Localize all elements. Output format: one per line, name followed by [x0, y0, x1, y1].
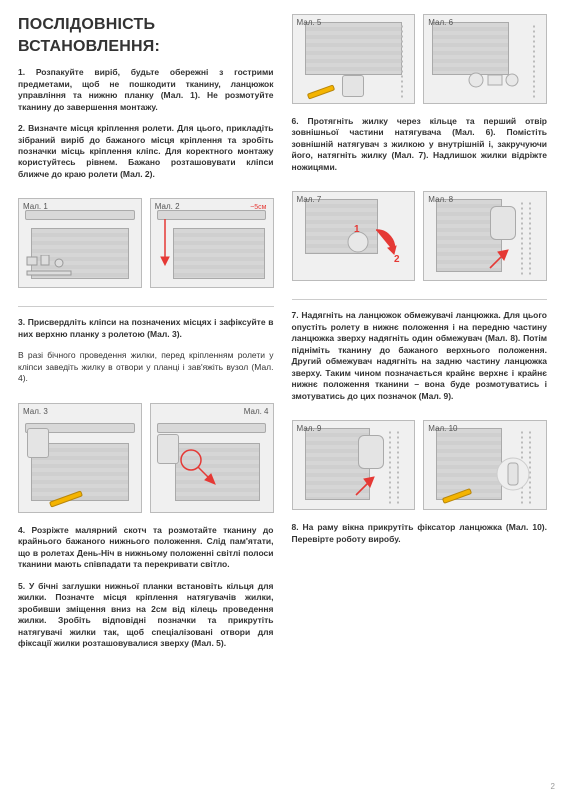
- figs-9-10: Мал. 9 Мал. 10: [292, 420, 548, 510]
- fig-caption: Мал. 5: [297, 18, 322, 29]
- figure-9: Мал. 9: [292, 420, 416, 510]
- step-3b: В разі бічного проведення жилки, перед к…: [18, 350, 274, 384]
- fig-caption: Мал. 1: [23, 202, 48, 213]
- figure-6: Мал. 6: [423, 14, 547, 104]
- fig-caption: Мал. 9: [297, 424, 322, 435]
- step-7: 7. Надягніть на ланцюжок обмежувачі ланц…: [292, 310, 548, 402]
- figs-3-4: Мал. 3 Мал. 4: [18, 403, 274, 513]
- step-1: 1. Розпакуйте виріб, будьте обережні з г…: [18, 67, 274, 113]
- figure-10: Мал. 10: [423, 420, 547, 510]
- page-number: 2: [551, 782, 555, 793]
- figure-8: Мал. 8: [423, 191, 547, 281]
- page-title: ПОСЛІДОВНІСТЬ ВСТАНОВЛЕННЯ:: [18, 14, 274, 57]
- figure-1: Мал. 1: [18, 198, 142, 288]
- divider: [18, 306, 274, 307]
- fig-caption: Мал. 4: [244, 407, 269, 418]
- svg-text:1: 1: [354, 224, 360, 235]
- figure-4: Мал. 4: [150, 403, 274, 513]
- step-2: 2. Визначте місця кріплення ролети. Для …: [18, 123, 274, 180]
- left-column: ПОСЛІДОВНІСТЬ ВСТАНОВЛЕННЯ: 1. Розпакуйт…: [18, 14, 274, 781]
- fig-caption: Мал. 2: [155, 202, 180, 213]
- step-4: 4. Розріжте малярний скотч та розмотайте…: [18, 525, 274, 571]
- figs-7-8: Мал. 7 1 2 Мал. 8: [292, 191, 548, 281]
- step-6: 6. Протягніть жилку через кільце та перш…: [292, 116, 548, 173]
- figure-5: Мал. 5: [292, 14, 416, 104]
- fig-caption: Мал. 3: [23, 407, 48, 418]
- figure-2: Мал. 2 ~5см: [150, 198, 274, 288]
- figure-3: Мал. 3: [18, 403, 142, 513]
- fig-caption: Мал. 7: [297, 195, 322, 206]
- fig-caption: Мал. 6: [428, 18, 453, 29]
- step-5: 5. У бічні заглушки нижньої планки встан…: [18, 581, 274, 650]
- right-column: Мал. 5 Мал. 6 6. Протягніть жилку через …: [292, 14, 548, 781]
- figs-1-2: Мал. 1 Мал. 2 ~5см: [18, 198, 274, 288]
- step-3a: 3. Присвердліть кліпси на позначених міс…: [18, 317, 274, 340]
- step-8: 8. На раму вікна прикрутіть фіксатор лан…: [292, 522, 548, 545]
- figs-5-6: Мал. 5 Мал. 6: [292, 14, 548, 104]
- fig-caption: Мал. 10: [428, 424, 457, 435]
- fig-caption: Мал. 8: [428, 195, 453, 206]
- figure-7: Мал. 7 1 2: [292, 191, 416, 281]
- svg-text:2: 2: [394, 254, 400, 265]
- divider: [292, 299, 548, 300]
